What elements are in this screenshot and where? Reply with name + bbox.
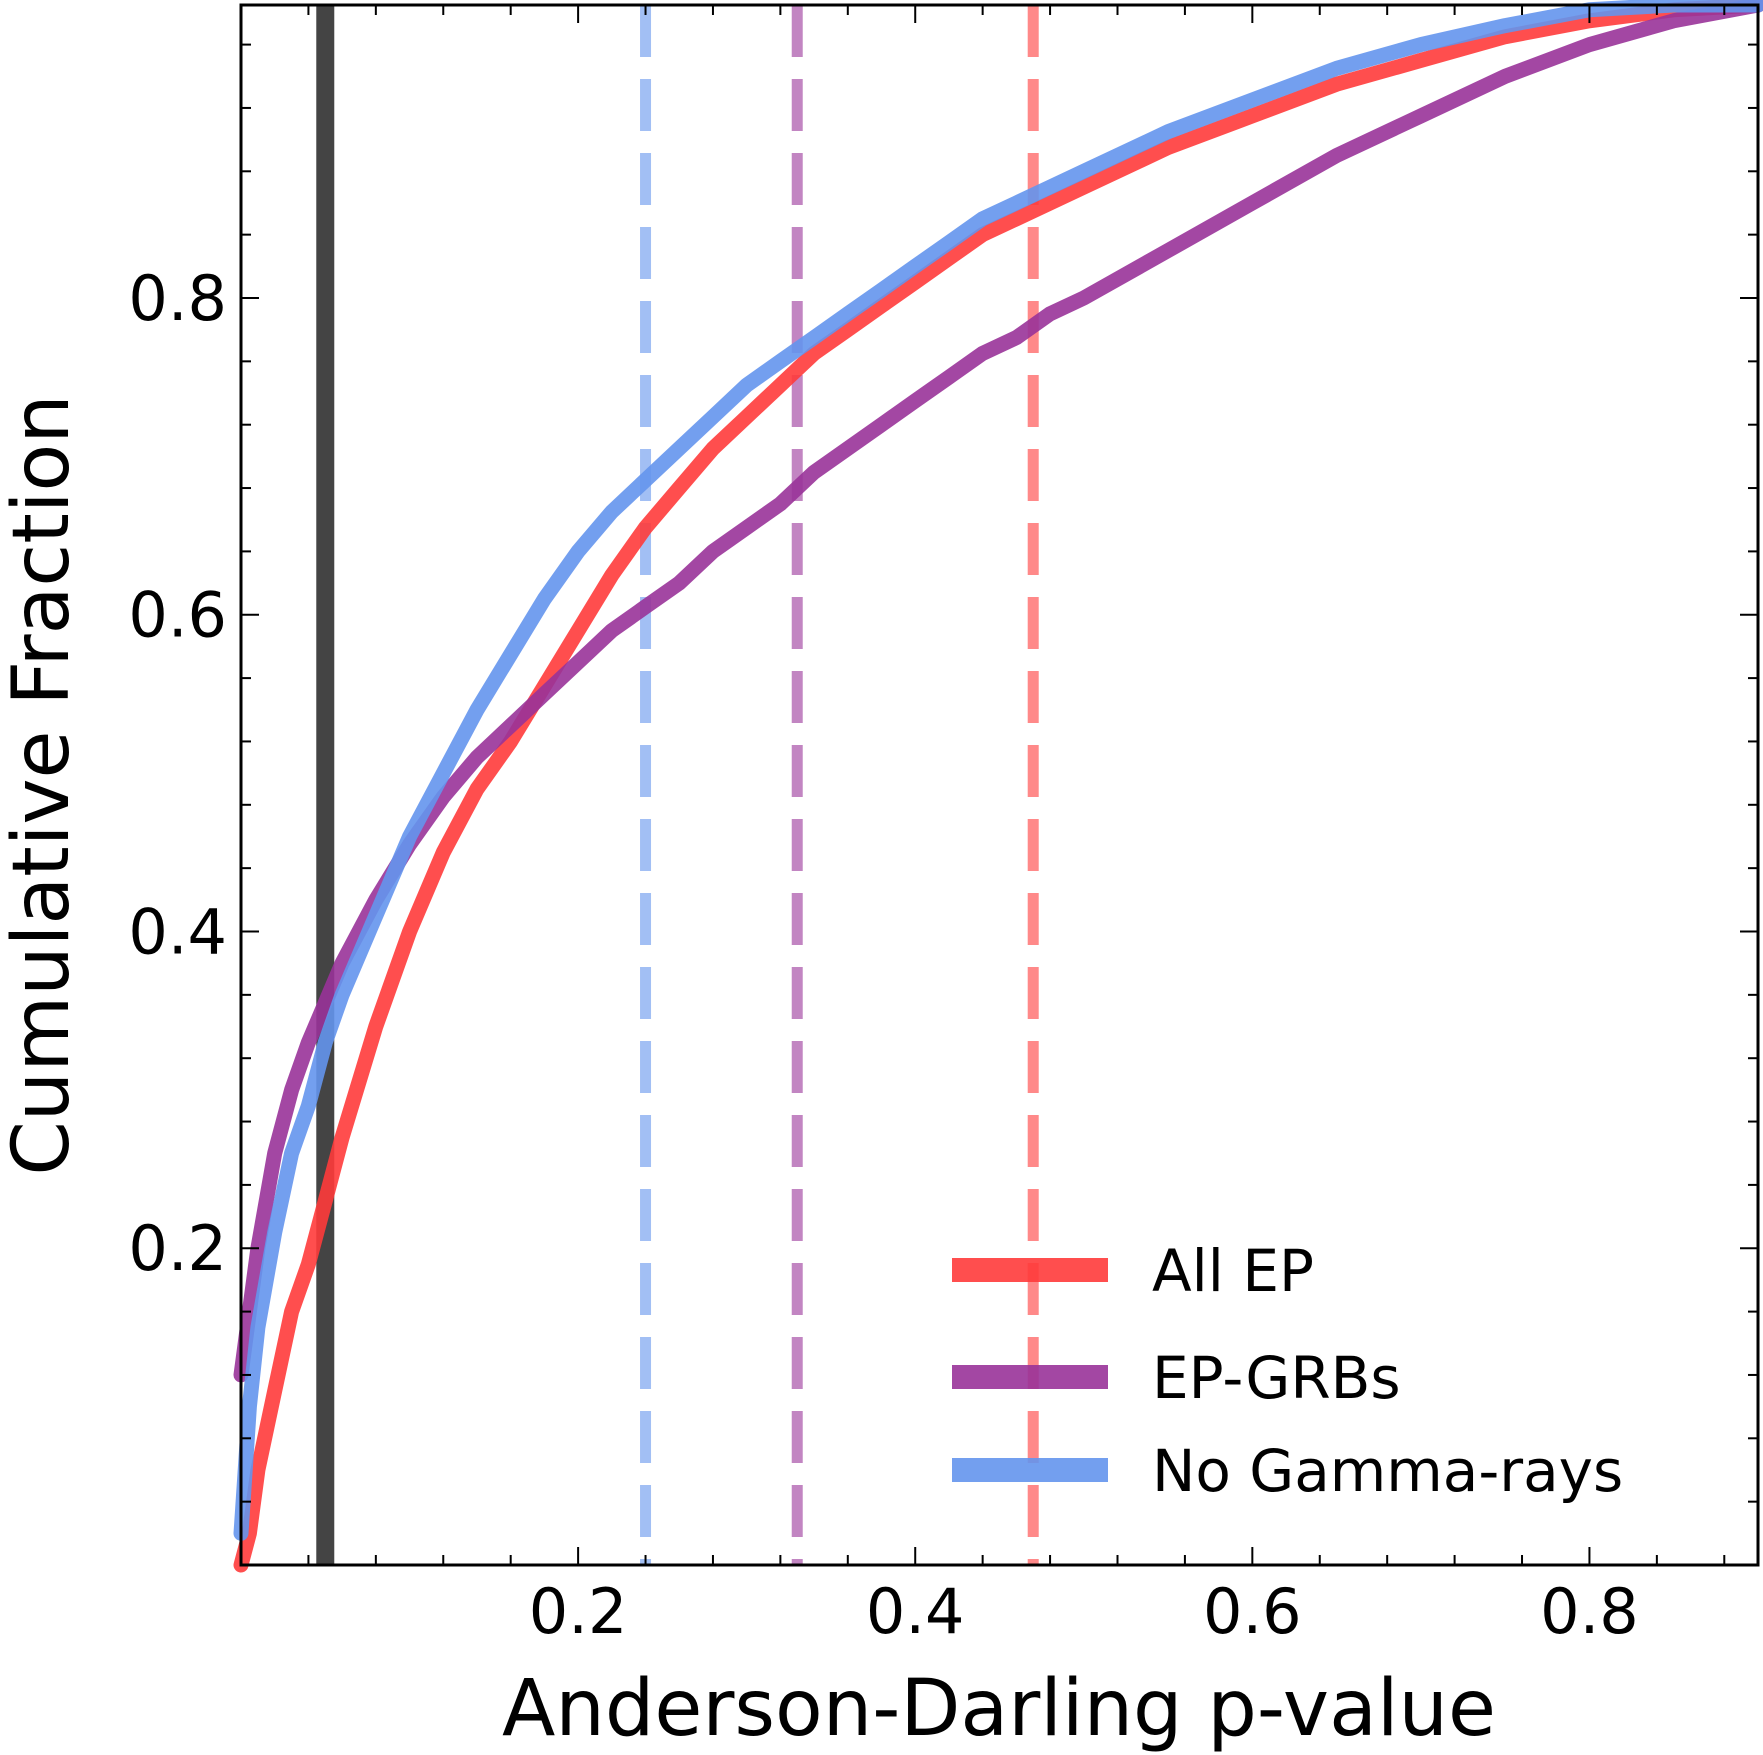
y-tick-label: 0.4 — [128, 895, 227, 968]
legend: All EP EP-GRBs No Gamma-rays — [952, 1237, 1623, 1505]
plot-background — [241, 5, 1758, 1565]
y-tick-label: 0.2 — [128, 1212, 227, 1285]
y-axis-title: Cumulative Fraction — [0, 394, 87, 1175]
series-lines — [233, 0, 1763, 1573]
x-tick-label: 0.2 — [529, 1575, 628, 1648]
x-tick-label: 0.4 — [866, 1575, 965, 1648]
legend-label-no-gamma-rays: No Gamma-rays — [1152, 1437, 1623, 1505]
series-line-ep-grbs — [233, 0, 1763, 1383]
y-tick-label: 0.6 — [128, 579, 227, 652]
legend-label-ep-grbs: EP-GRBs — [1152, 1344, 1401, 1412]
legend-label-all-ep: All EP — [1152, 1237, 1314, 1305]
x-tick-label: 0.8 — [1540, 1575, 1639, 1648]
x-tick-label: 0.6 — [1203, 1575, 1302, 1648]
plot-area: 0.2 0.4 0.6 0.8 0.2 0.4 0.6 0.8 — [128, 0, 1763, 1648]
series-line-no-gamma-rays — [233, 0, 1763, 1541]
x-axis-title: Anderson-Darling p-value — [502, 1664, 1496, 1754]
plot-frame — [239, 3, 1760, 1567]
axis-tick-labels: 0.2 0.4 0.6 0.8 0.2 0.4 0.6 0.8 — [128, 262, 1638, 1648]
vertical-reference-lines — [316, 5, 1039, 1565]
axis-ticks — [241, 5, 1758, 1565]
y-tick-label: 0.8 — [128, 262, 227, 335]
series-line-all-ep — [233, 0, 1763, 1573]
